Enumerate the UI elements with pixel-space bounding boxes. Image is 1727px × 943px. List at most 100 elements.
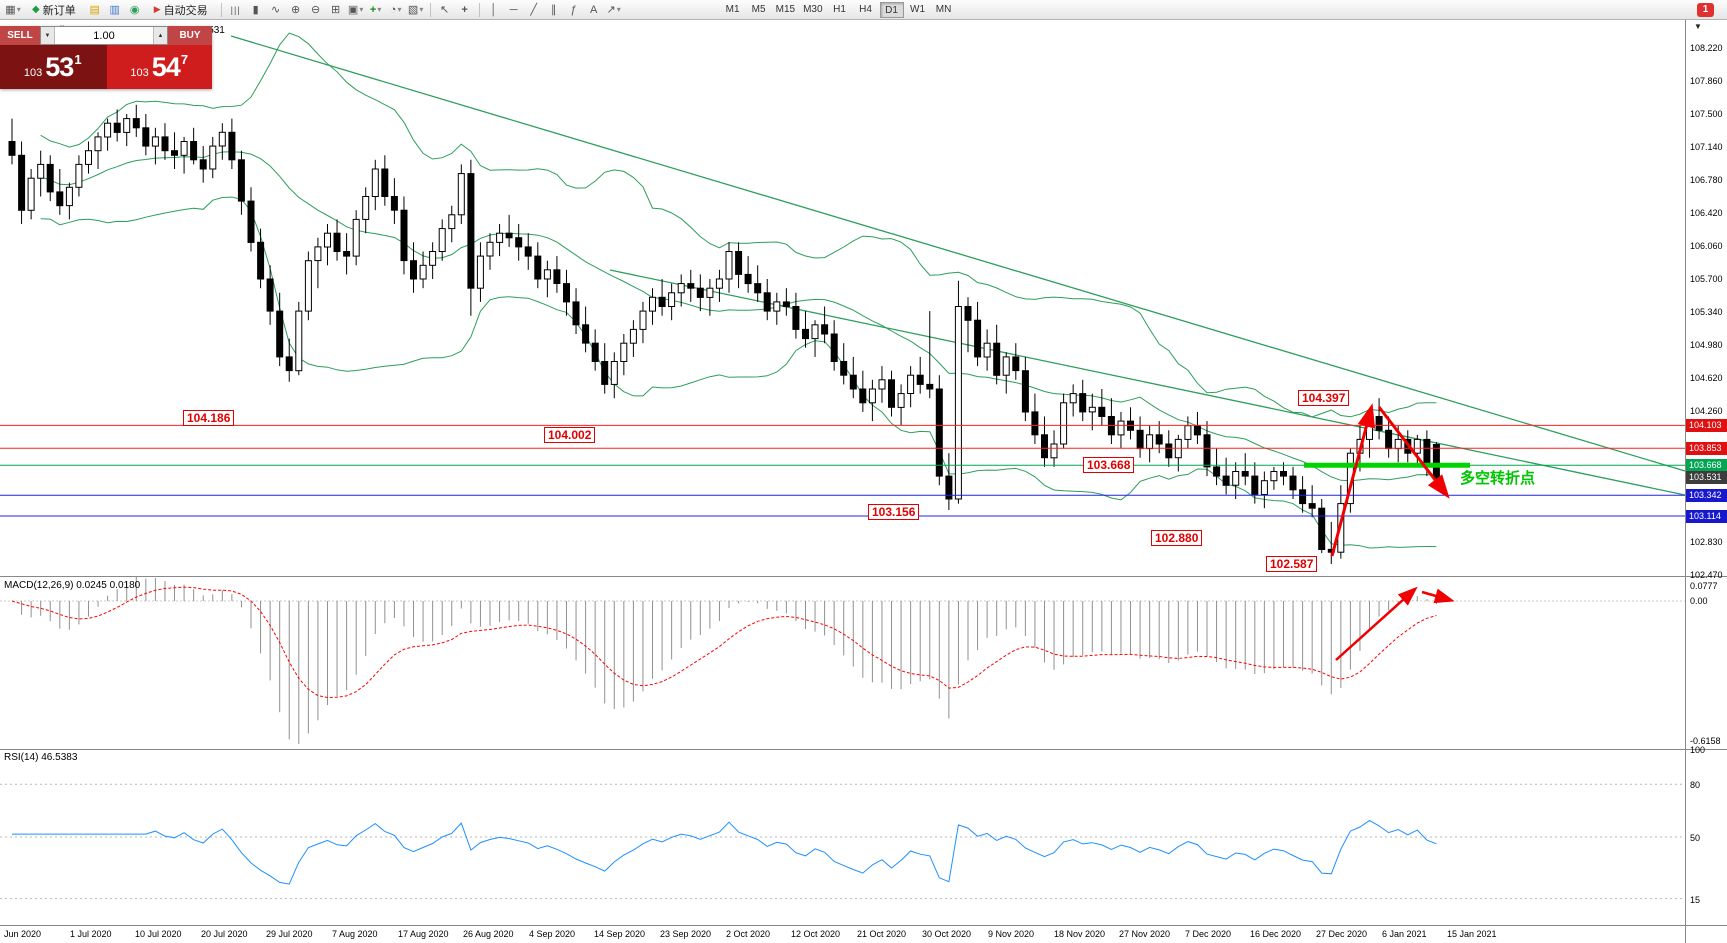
price-axis-label: 107.140: [1690, 142, 1723, 152]
turning-point-annotation[interactable]: 多空转折点: [1460, 470, 1536, 487]
new-order-button[interactable]: ◆ 新订单: [25, 1, 83, 19]
timeframe-button-mn[interactable]: MN: [935, 3, 952, 15]
sell-button[interactable]: SELL: [0, 26, 40, 45]
data-window-icon[interactable]: ▥: [109, 4, 120, 16]
price-axis-label: 106.060: [1690, 241, 1723, 251]
line-chart-mode-icon[interactable]: ∿: [271, 4, 281, 16]
horizontal-line-tool-icon[interactable]: ─: [509, 3, 518, 16]
indicators-icon: +: [369, 3, 377, 16]
date-axis-label: 27 Nov 2020: [1119, 929, 1171, 939]
new-chart-icon: ▦: [5, 4, 16, 16]
bar-chart-mode-icon[interactable]: |||: [230, 4, 241, 15]
volume-up-button[interactable]: ▲: [153, 27, 167, 44]
price-label-box[interactable]: 104.186: [183, 410, 235, 426]
date-axis-label: 2 Oct 2020: [726, 929, 771, 939]
date-axis-label: 17 Aug 2020: [398, 929, 449, 939]
arrows-tool-icon: ↗: [606, 4, 616, 16]
price-label-box[interactable]: 103.156: [868, 504, 920, 520]
macd-annotation-arrows[interactable]: [1335, 586, 1455, 661]
price-axis-label: 104.980: [1690, 340, 1723, 350]
horizontal-level-lines[interactable]: [0, 424, 1685, 517]
price-axis-label: 108.220: [1690, 43, 1723, 53]
chevron-down-icon: ▾: [397, 5, 402, 14]
text-tool-icon[interactable]: A: [589, 3, 598, 16]
new-order-icon: ◆: [32, 4, 40, 15]
date-axis-label: 18 Nov 2020: [1054, 929, 1106, 939]
macd-axis-label: -0.6158: [1690, 736, 1721, 746]
navigator-icon[interactable]: ◉: [129, 4, 140, 16]
price-label-box[interactable]: 104.397: [1298, 390, 1350, 406]
timeframe-button-m5[interactable]: M5: [751, 3, 766, 15]
timeframe-button-h4[interactable]: H4: [859, 3, 872, 15]
periods-icon: ◔: [389, 3, 397, 16]
crosshair-icon[interactable]: +: [461, 3, 468, 16]
price-tag: 103.342: [1686, 489, 1727, 502]
arrange-windows-button[interactable]: ▣ ▾: [347, 2, 365, 18]
price-axis-label: 104.260: [1690, 406, 1723, 416]
buy-price-big: 54: [151, 51, 181, 82]
date-axis-label: 7 Aug 2020: [332, 929, 378, 939]
macd-histogram: [21, 577, 1437, 744]
price-label-box[interactable]: 104.002: [544, 427, 596, 443]
volume-input[interactable]: 1.00: [93, 29, 115, 42]
date-axis-label: 27 Dec 2020: [1316, 929, 1368, 939]
timeframe-button-d1[interactable]: D1: [879, 1, 904, 18]
channel-tool-icon[interactable]: ∥: [550, 4, 557, 16]
price-axis-label: 102.830: [1690, 537, 1723, 547]
price-axis-label: 104.620: [1690, 373, 1723, 383]
date-axis-label: 9 Nov 2020: [988, 929, 1035, 939]
timeframe-button-w1[interactable]: W1: [910, 3, 926, 15]
sell-price-button[interactable]: 103 53 1: [0, 45, 106, 89]
periods-button[interactable]: ◔ ▾: [387, 2, 405, 18]
trade-signal-arrows[interactable]: [1330, 403, 1450, 557]
zoom-in-icon[interactable]: ⊕: [291, 4, 301, 16]
macd-indicator-label: MACD(12,26,9) 0.0245 0.0180: [4, 580, 141, 591]
timeframe-button-m1[interactable]: M1: [725, 3, 740, 15]
cursor-icon[interactable]: ↖: [440, 4, 450, 16]
rsi-indicator-label: RSI(14) 46.5383: [4, 752, 78, 763]
panel-dividers: [0, 20, 1727, 943]
price-label-box[interactable]: 103.668: [1083, 457, 1135, 473]
timeframe-button-m30[interactable]: M30: [803, 3, 823, 15]
tile-windows-icon[interactable]: ⊞: [331, 4, 341, 16]
timeframe-button-h1[interactable]: H1: [833, 3, 846, 15]
trendline-tool-icon[interactable]: ╱: [530, 4, 537, 16]
templates-icon: ▧: [407, 4, 419, 16]
toolbar-separator: [429, 2, 431, 17]
price-tag: 103.531: [1686, 471, 1727, 484]
new-order-label: 新订单: [42, 4, 76, 17]
autotrading-button[interactable]: ▶ 自动交易: [147, 1, 215, 19]
date-axis-label: 21 Oct 2020: [857, 929, 907, 939]
date-axis-label: 6 Jan 2021: [1382, 929, 1427, 939]
arrows-tool-button[interactable]: ↗ ▾: [605, 2, 623, 18]
fibonacci-tool-icon[interactable]: ƒ: [570, 3, 577, 16]
price-label-box[interactable]: 102.880: [1151, 530, 1203, 546]
trendlines[interactable]: [230, 35, 1686, 496]
rsi-axis-label: 50: [1690, 833, 1701, 843]
price-axis-label: 106.420: [1690, 208, 1723, 218]
date-axis-label: 4 Sep 2020: [529, 929, 576, 939]
market-watch-icon[interactable]: ▤: [89, 4, 100, 16]
date-axis-label: 30 Oct 2020: [922, 929, 972, 939]
price-tag: 104.103: [1686, 419, 1727, 432]
new-chart-button[interactable]: ▦ ▾: [4, 2, 22, 18]
price-axis-label: 105.700: [1690, 274, 1723, 284]
price-tag: 103.114: [1686, 510, 1727, 523]
date-axis-label: 20 Jul 2020: [201, 929, 248, 939]
buy-button[interactable]: BUY: [168, 26, 212, 45]
volume-down-button[interactable]: ▼: [41, 27, 55, 44]
templates-button[interactable]: ▧ ▾: [407, 2, 425, 18]
price-axis-label: 102.470: [1690, 570, 1723, 580]
price-label-box[interactable]: 102.587: [1266, 556, 1318, 572]
indicators-button[interactable]: + ▾: [367, 2, 385, 18]
notification-badge[interactable]: 1: [1697, 2, 1714, 17]
buy-price-button[interactable]: 103 54 7: [105, 45, 212, 89]
date-axis-label: 26 Aug 2020: [463, 929, 514, 939]
zoom-out-icon[interactable]: ⊖: [311, 4, 321, 16]
vertical-line-tool-icon[interactable]: │: [490, 3, 498, 16]
candlestick-mode-icon[interactable]: ▮: [252, 4, 259, 16]
timeframe-button-m15[interactable]: M15: [775, 3, 796, 15]
rsi-line: [12, 819, 1437, 885]
sell-price-big: 53: [45, 51, 74, 82]
